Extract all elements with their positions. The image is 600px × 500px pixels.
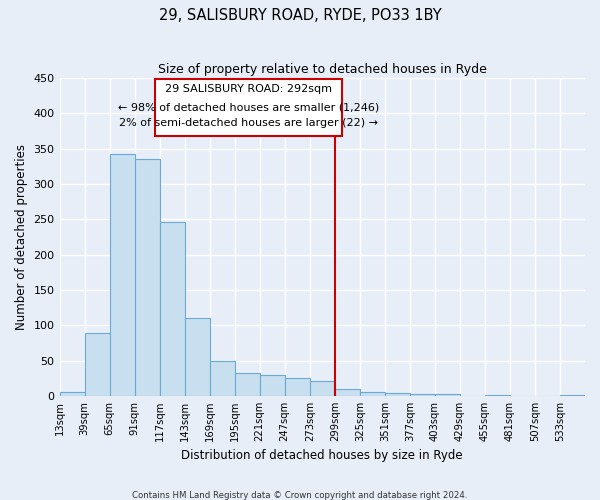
Title: Size of property relative to detached houses in Ryde: Size of property relative to detached ho… xyxy=(158,62,487,76)
Bar xyxy=(134,160,160,396)
Bar xyxy=(160,222,185,396)
Bar xyxy=(310,381,335,396)
Bar xyxy=(410,394,435,396)
Bar xyxy=(260,376,285,396)
Text: 29, SALISBURY ROAD, RYDE, PO33 1BY: 29, SALISBURY ROAD, RYDE, PO33 1BY xyxy=(158,8,442,22)
Text: ← 98% of detached houses are smaller (1,246): ← 98% of detached houses are smaller (1,… xyxy=(118,102,379,113)
Bar xyxy=(209,362,235,396)
Bar xyxy=(560,394,585,396)
Bar xyxy=(335,389,360,396)
Bar xyxy=(235,372,260,396)
Text: 29 SALISBURY ROAD: 292sqm: 29 SALISBURY ROAD: 292sqm xyxy=(165,84,332,94)
Bar xyxy=(59,392,85,396)
X-axis label: Distribution of detached houses by size in Ryde: Distribution of detached houses by size … xyxy=(181,450,463,462)
Bar xyxy=(85,333,110,396)
Bar xyxy=(485,394,510,396)
Bar xyxy=(285,378,310,396)
Text: Contains HM Land Registry data © Crown copyright and database right 2024.: Contains HM Land Registry data © Crown c… xyxy=(132,490,468,500)
Bar xyxy=(360,392,385,396)
Bar xyxy=(435,394,460,396)
FancyBboxPatch shape xyxy=(155,80,342,136)
Bar xyxy=(185,318,209,396)
Y-axis label: Number of detached properties: Number of detached properties xyxy=(15,144,28,330)
Bar xyxy=(110,154,134,396)
Bar xyxy=(385,393,410,396)
Text: 2% of semi-detached houses are larger (22) →: 2% of semi-detached houses are larger (2… xyxy=(119,118,378,128)
